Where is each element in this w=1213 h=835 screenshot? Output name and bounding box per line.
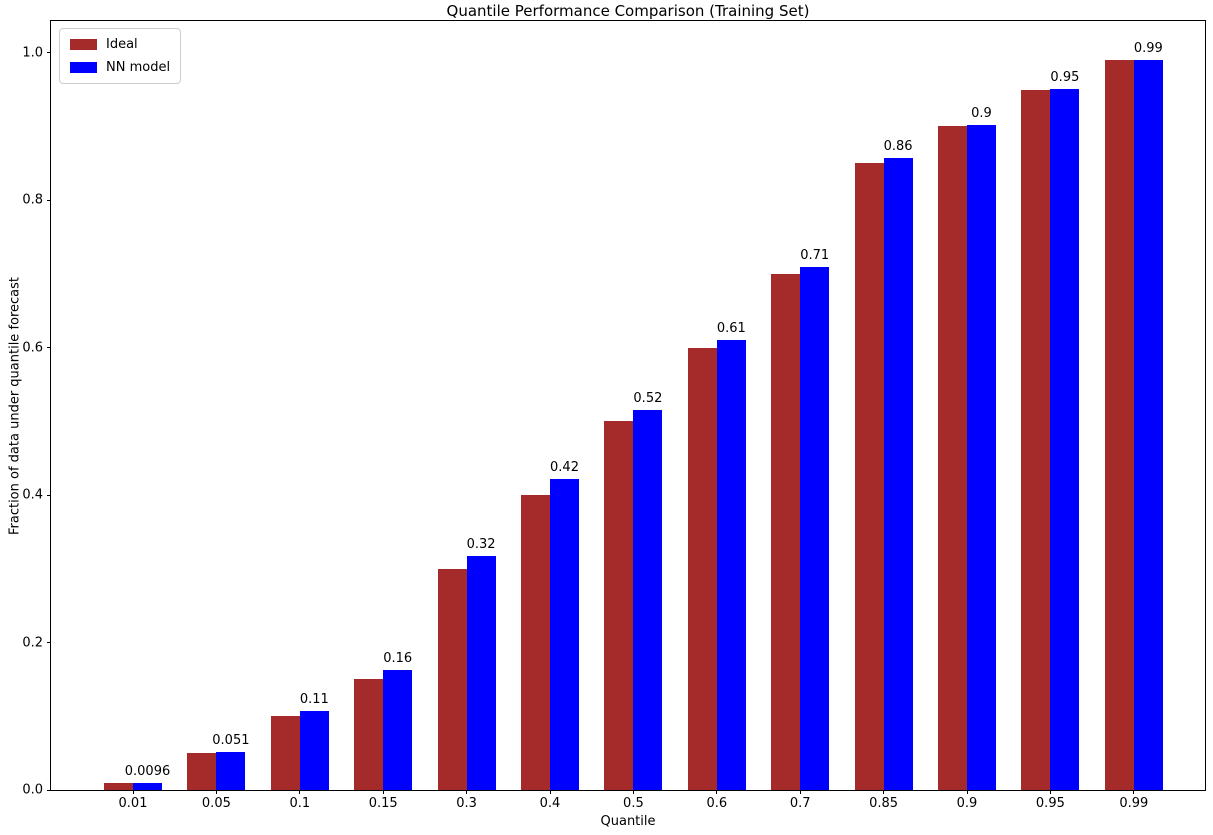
legend: Ideal NN model [59,28,182,84]
x-tick-label: 0.05 [201,796,231,811]
bar-ideal [938,126,967,790]
bar-value-label: 0.32 [466,536,496,552]
bar-ideal [187,753,217,790]
bar-nn-model [466,555,496,790]
bar-nn-model [550,478,579,790]
x-tick [716,790,718,794]
bar-value-label: 0.9 [971,105,992,121]
x-tick-label: 0.7 [789,796,811,811]
x-tick [966,790,968,794]
bar-nn-model [800,267,830,790]
x-axis-label: Quantile [600,814,656,829]
bar-nn-model [299,711,329,790]
y-axis-label: Fraction of data under quantile forecast [7,276,23,536]
bar-value-label: 0.86 [883,139,913,155]
x-tick-label: 0.85 [869,796,899,811]
y-tick-label: 0.0 [22,782,43,798]
bar-ideal [104,782,133,790]
x-tick-label: 0.01 [118,796,148,811]
x-tick [382,790,384,794]
x-tick [299,790,301,794]
bar-value-label: 0.11 [299,692,329,708]
x-tick [1049,790,1051,794]
bar-value-label: 0.16 [383,650,413,666]
y-tick [47,494,51,496]
y-tick-label: 0.8 [22,192,43,208]
bar-ideal [521,495,550,790]
y-tick [47,52,51,54]
x-tick-label: 0.3 [456,796,477,811]
bar-nn-model [133,782,162,790]
y-tick-label: 0.4 [22,487,43,503]
y-tick-label: 0.6 [22,340,43,356]
bar-nn-model [1133,60,1163,790]
legend-item-nn-model: NN model [70,60,170,75]
legend-swatch-icon [70,62,97,73]
bar-nn-model [633,410,663,790]
bar-value-label: 0.42 [550,459,579,475]
x-tick-label: 0.4 [539,796,561,811]
y-tick [47,347,51,349]
bar-ideal [771,273,801,790]
bar-value-label: 0.0096 [124,763,171,779]
bar-ideal [1021,89,1051,790]
bar-value-label: 0.52 [633,391,663,407]
x-tick [799,790,801,794]
y-tick [47,789,51,791]
x-tick [883,790,885,794]
bar-nn-model [967,124,996,790]
x-tick-label: 0.6 [706,796,728,811]
x-tick-label: 0.95 [1035,796,1065,811]
bar-value-label: 0.051 [212,733,250,749]
bar-value-label: 0.71 [800,248,830,264]
chart-title: Quantile Performance Comparison (Trainin… [446,2,810,20]
bar-ideal [604,421,634,790]
x-tick [549,790,551,794]
x-tick [215,790,217,794]
x-tick-label: 0.5 [623,796,644,811]
bar-ideal [354,679,384,790]
x-tick-label: 0.99 [1119,796,1149,811]
legend-swatch-icon [70,39,97,50]
bar-nn-model [883,158,913,790]
legend-label: Ideal [106,37,138,52]
x-tick [1133,790,1135,794]
y-tick [47,642,51,644]
bar-nn-model [383,669,413,790]
bar-ideal [1104,60,1134,790]
y-tick-label: 0.2 [22,635,43,651]
legend-item-ideal: Ideal [70,37,170,52]
bar-nn-model [1050,88,1080,790]
bar-value-label: 0.99 [1133,41,1163,57]
bar-value-label: 0.61 [716,320,746,336]
legend-label: NN model [106,60,171,75]
bar-ideal [437,568,467,790]
bar-nn-model [716,339,746,790]
x-tick [632,790,634,794]
bar-ideal [854,163,884,790]
x-tick-label: 0.9 [956,796,978,811]
x-tick [466,790,468,794]
y-tick-label: 1.0 [22,45,43,61]
bar-ideal [687,347,717,790]
bar-nn-model [216,752,246,790]
bar-ideal [270,716,300,790]
x-tick [132,790,134,794]
plot-area: Ideal NN model 0.01 0.0096 0.05 0.051 0.1 0.11… [22,20,1206,811]
y-tick [47,199,51,201]
x-tick-label: 0.1 [289,796,311,811]
bar-value-label: 0.95 [1050,69,1080,85]
x-tick-label: 0.15 [368,796,398,811]
